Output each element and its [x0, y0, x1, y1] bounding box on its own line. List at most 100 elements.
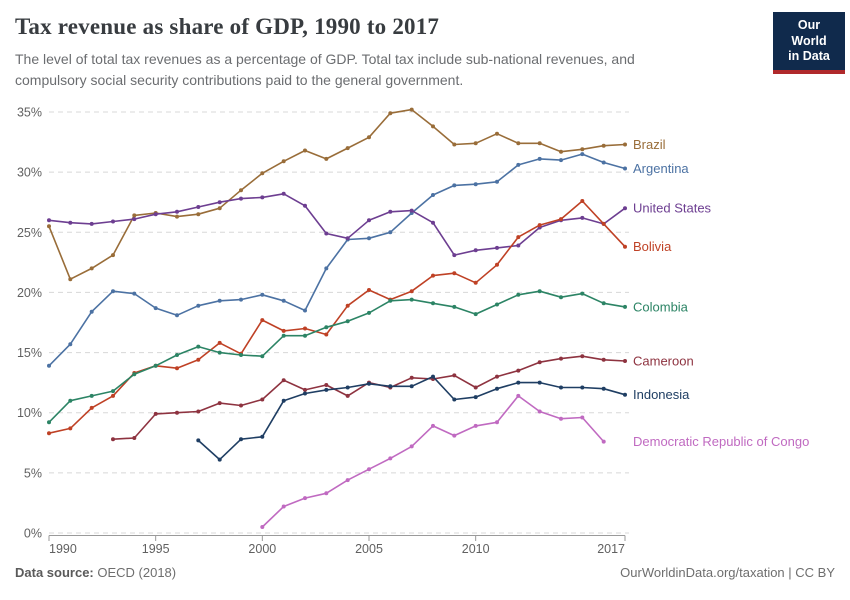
data-point-indonesia[interactable]: [601, 386, 606, 391]
data-point-brazil[interactable]: [388, 111, 393, 116]
data-point-brazil[interactable]: [431, 124, 435, 129]
data-point-bolivia[interactable]: [473, 280, 478, 285]
data-point-argentina[interactable]: [580, 152, 585, 157]
data-point-indonesia[interactable]: [345, 385, 350, 390]
data-point-brazil[interactable]: [175, 214, 179, 219]
data-point-democratic-republic-of-congo[interactable]: [281, 504, 286, 509]
data-point-brazil[interactable]: [217, 206, 222, 211]
data-point-argentina[interactable]: [495, 179, 499, 184]
data-point-cameroon[interactable]: [260, 397, 265, 402]
data-point-bolivia[interactable]: [345, 303, 350, 308]
data-point-bolivia[interactable]: [260, 318, 265, 323]
data-point-indonesia[interactable]: [388, 384, 393, 389]
data-point-colombia[interactable]: [452, 304, 457, 309]
data-point-brazil[interactable]: [260, 171, 265, 176]
data-point-indonesia[interactable]: [324, 387, 329, 392]
data-point-indonesia[interactable]: [452, 397, 457, 402]
data-point-cameroon[interactable]: [452, 373, 457, 378]
data-point-bolivia[interactable]: [196, 357, 201, 362]
data-point-bolivia[interactable]: [217, 340, 222, 345]
data-point-united-states[interactable]: [239, 196, 243, 201]
data-point-argentina[interactable]: [260, 292, 265, 297]
data-point-colombia[interactable]: [324, 325, 329, 330]
data-point-argentina[interactable]: [239, 297, 243, 302]
data-point-cameroon[interactable]: [495, 374, 499, 379]
data-point-indonesia[interactable]: [409, 384, 414, 389]
data-point-democratic-republic-of-congo[interactable]: [367, 467, 371, 472]
data-point-cameroon[interactable]: [175, 410, 179, 415]
data-point-argentina[interactable]: [89, 309, 94, 314]
data-point-indonesia[interactable]: [260, 434, 265, 439]
data-point-argentina[interactable]: [196, 303, 201, 308]
data-point-united-states[interactable]: [260, 195, 265, 200]
data-point-colombia[interactable]: [409, 297, 414, 302]
data-point-cameroon[interactable]: [196, 409, 201, 414]
series-line-united-states[interactable]: [48, 193, 626, 256]
data-point-united-states[interactable]: [431, 220, 435, 225]
data-point-united-states[interactable]: [388, 209, 393, 214]
data-point-cameroon[interactable]: [409, 375, 414, 380]
series-label-brazil[interactable]: Brazil: [633, 137, 666, 152]
data-point-cameroon[interactable]: [345, 393, 350, 398]
data-point-argentina[interactable]: [111, 289, 115, 294]
data-point-democratic-republic-of-congo[interactable]: [431, 423, 435, 428]
data-point-brazil[interactable]: [89, 266, 94, 271]
data-point-colombia[interactable]: [153, 363, 158, 368]
data-point-indonesia[interactable]: [217, 457, 222, 462]
data-point-bolivia[interactable]: [495, 262, 499, 267]
data-point-colombia[interactable]: [89, 393, 94, 398]
data-point-colombia[interactable]: [303, 333, 307, 338]
data-point-democratic-republic-of-congo[interactable]: [452, 433, 457, 438]
series-line-brazil[interactable]: [48, 108, 626, 280]
data-point-brazil[interactable]: [580, 147, 585, 152]
data-point-colombia[interactable]: [260, 354, 265, 359]
data-point-argentina[interactable]: [281, 298, 286, 303]
data-point-argentina[interactable]: [473, 182, 478, 187]
data-point-united-states[interactable]: [153, 212, 158, 217]
data-point-bolivia[interactable]: [324, 332, 329, 337]
data-point-cameroon[interactable]: [473, 385, 478, 390]
series-line-colombia[interactable]: [48, 290, 626, 424]
data-point-brazil[interactable]: [303, 148, 307, 153]
data-point-bolivia[interactable]: [537, 223, 542, 228]
data-point-bolivia[interactable]: [111, 393, 115, 398]
data-point-brazil[interactable]: [345, 146, 350, 151]
data-point-democratic-republic-of-congo[interactable]: [559, 416, 563, 421]
data-point-argentina[interactable]: [431, 193, 435, 197]
owid-logo[interactable]: Our World in Data: [773, 12, 845, 74]
data-point-colombia[interactable]: [601, 301, 606, 306]
data-point-bolivia[interactable]: [68, 426, 73, 431]
data-point-colombia[interactable]: [132, 372, 137, 377]
data-point-brazil[interactable]: [473, 141, 478, 146]
data-point-democratic-republic-of-congo[interactable]: [495, 420, 499, 425]
data-point-colombia[interactable]: [111, 389, 115, 394]
data-point-united-states[interactable]: [111, 219, 115, 224]
data-point-colombia[interactable]: [623, 304, 627, 309]
data-point-united-states[interactable]: [452, 253, 457, 258]
data-point-brazil[interactable]: [132, 213, 137, 218]
data-point-brazil[interactable]: [516, 141, 521, 146]
data-point-united-states[interactable]: [47, 218, 51, 223]
data-point-colombia[interactable]: [495, 302, 499, 307]
data-point-colombia[interactable]: [175, 353, 179, 357]
data-point-bolivia[interactable]: [175, 366, 179, 371]
data-point-democratic-republic-of-congo[interactable]: [580, 415, 585, 420]
data-point-colombia[interactable]: [68, 398, 73, 403]
data-point-united-states[interactable]: [409, 208, 414, 213]
data-point-indonesia[interactable]: [516, 380, 521, 385]
data-point-argentina[interactable]: [68, 342, 73, 347]
data-point-argentina[interactable]: [324, 266, 329, 271]
data-point-argentina[interactable]: [367, 236, 371, 241]
data-point-argentina[interactable]: [452, 183, 457, 188]
data-point-cameroon[interactable]: [239, 403, 243, 408]
data-point-bolivia[interactable]: [431, 273, 435, 278]
series-line-cameroon[interactable]: [112, 355, 626, 440]
data-point-united-states[interactable]: [367, 218, 371, 223]
data-point-cameroon[interactable]: [217, 401, 222, 406]
data-point-united-states[interactable]: [217, 200, 222, 205]
data-point-bolivia[interactable]: [623, 244, 627, 249]
series-label-colombia[interactable]: Colombia: [633, 299, 689, 314]
data-point-brazil[interactable]: [196, 212, 201, 217]
data-point-argentina[interactable]: [537, 156, 542, 161]
series-label-indonesia[interactable]: Indonesia: [633, 387, 690, 402]
